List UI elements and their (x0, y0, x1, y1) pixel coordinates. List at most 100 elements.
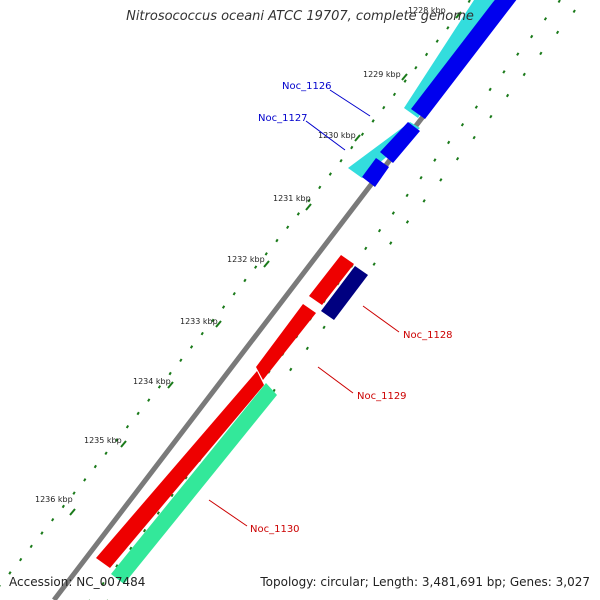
tick-label: 1231 kbp (273, 194, 311, 203)
scale-dot (61, 504, 65, 509)
tick-mark (354, 134, 361, 142)
scale-dot (489, 114, 493, 119)
scale-dot (51, 517, 55, 522)
scale-dot (414, 65, 418, 70)
tick-label: 1229 kbp (363, 70, 401, 79)
tick-label: 1234 kbp (133, 377, 171, 386)
gene-label-noc-1129[interactable]: Noc_1129 (357, 391, 407, 402)
scale-dot (83, 478, 87, 482)
gene-noc-1127[interactable] (348, 122, 420, 187)
scale-dot (474, 105, 478, 109)
gene-label-noc-1130[interactable]: Noc_1130 (250, 524, 300, 535)
scale-dot (467, 0, 471, 4)
scale-dot (318, 185, 322, 190)
callout-line (329, 89, 371, 117)
scale-dot (275, 238, 279, 243)
gene-arrow[interactable] (362, 158, 389, 187)
scale-dot (93, 464, 97, 469)
scale-dot (289, 367, 293, 372)
scale-dot (211, 318, 215, 323)
scale-dot (339, 158, 343, 163)
scale-dot (557, 0, 561, 4)
gene-noc-1130[interactable] (96, 371, 277, 584)
scale-dot (555, 30, 560, 35)
gene-noc-1129[interactable] (256, 304, 316, 380)
callout-line (317, 366, 354, 394)
tick-mark (69, 508, 76, 516)
scale-dot (502, 70, 506, 74)
scale-dot (147, 398, 151, 402)
scale-dot (221, 305, 226, 309)
scale-dot (391, 211, 395, 215)
genome-summary: Topology: circular; Length: 3,481,691 bp… (260, 575, 590, 589)
scale-dot (516, 52, 520, 56)
scale-dot (115, 438, 119, 442)
scale-dot (543, 17, 548, 21)
scale-dot (360, 132, 365, 137)
gene-noc-1126[interactable] (404, 0, 524, 119)
tick-label: 1235 kbp (84, 436, 122, 445)
tick-mark (120, 440, 127, 448)
scale-dot (403, 79, 407, 83)
scale-dot (40, 531, 44, 535)
scale-dot (296, 212, 300, 216)
scale-dot (254, 265, 258, 269)
tick-mark (455, 11, 462, 19)
scale-dot (305, 346, 309, 351)
scale-dot (72, 491, 76, 495)
scale-dot (472, 135, 476, 140)
scale-dot (539, 51, 543, 56)
scale-dot (455, 156, 460, 161)
scale-dot (372, 262, 376, 266)
scale-dot (286, 225, 290, 230)
tick-label: 1230 kbp (318, 131, 356, 140)
gene-arrow[interactable] (111, 383, 277, 584)
accession-label: Accession: NC_007484 (9, 575, 146, 589)
scale-dot (232, 291, 236, 296)
scale-dot (522, 72, 526, 77)
gene-label-noc-1128[interactable]: Noc_1128 (403, 330, 453, 341)
scale-dot (115, 564, 119, 568)
gene-arrow[interactable] (380, 122, 420, 163)
scale-dot (377, 228, 382, 233)
gene-label-noc-1126[interactable]: Noc_1126 (282, 81, 332, 92)
scale-dot (447, 140, 451, 145)
gene-noc-1128[interactable] (309, 255, 368, 320)
scale-dot (142, 528, 147, 533)
gene-arrow[interactable] (404, 0, 501, 118)
scale-dot (392, 92, 397, 97)
gene-arrow[interactable] (96, 371, 264, 568)
scale-dot (129, 546, 133, 551)
map-title: Nitrosococcus oceani ATCC 19707, complet… (126, 9, 474, 24)
scale-dot (433, 158, 437, 162)
tick-label: 1233 kbp (180, 317, 218, 326)
scale-dot (243, 278, 247, 283)
callout-line (208, 499, 248, 527)
scale-dot (29, 544, 33, 549)
scale-dot (446, 26, 450, 30)
scale-dot (350, 145, 354, 150)
scale-dot (322, 325, 326, 330)
tick-label: 1236 kbp (35, 495, 73, 504)
scale-dot (168, 371, 172, 376)
scale-dot (424, 52, 429, 57)
scale-dot (371, 119, 375, 123)
callout-line (305, 120, 346, 151)
scale-dot (488, 87, 492, 92)
tick-label: 1232 kbp (227, 255, 265, 264)
scale-dot (422, 199, 426, 203)
gene-arrow[interactable] (411, 0, 524, 119)
gene-arrow[interactable] (309, 255, 354, 305)
scale-dot (136, 411, 140, 416)
scale-dot (439, 178, 443, 182)
gene-arrow[interactable] (256, 304, 316, 380)
scale-ticks: 1228 kbp 1229 kbp 1230 kbp 1231 kbp 1232… (35, 6, 462, 516)
scale-dot (382, 105, 386, 110)
tick-mark (305, 203, 312, 211)
scale-dot (419, 175, 423, 180)
tick-mark (167, 381, 174, 389)
gene-arrow[interactable] (321, 266, 368, 320)
gene-label-noc-1127[interactable]: Noc_1127 (258, 113, 308, 124)
